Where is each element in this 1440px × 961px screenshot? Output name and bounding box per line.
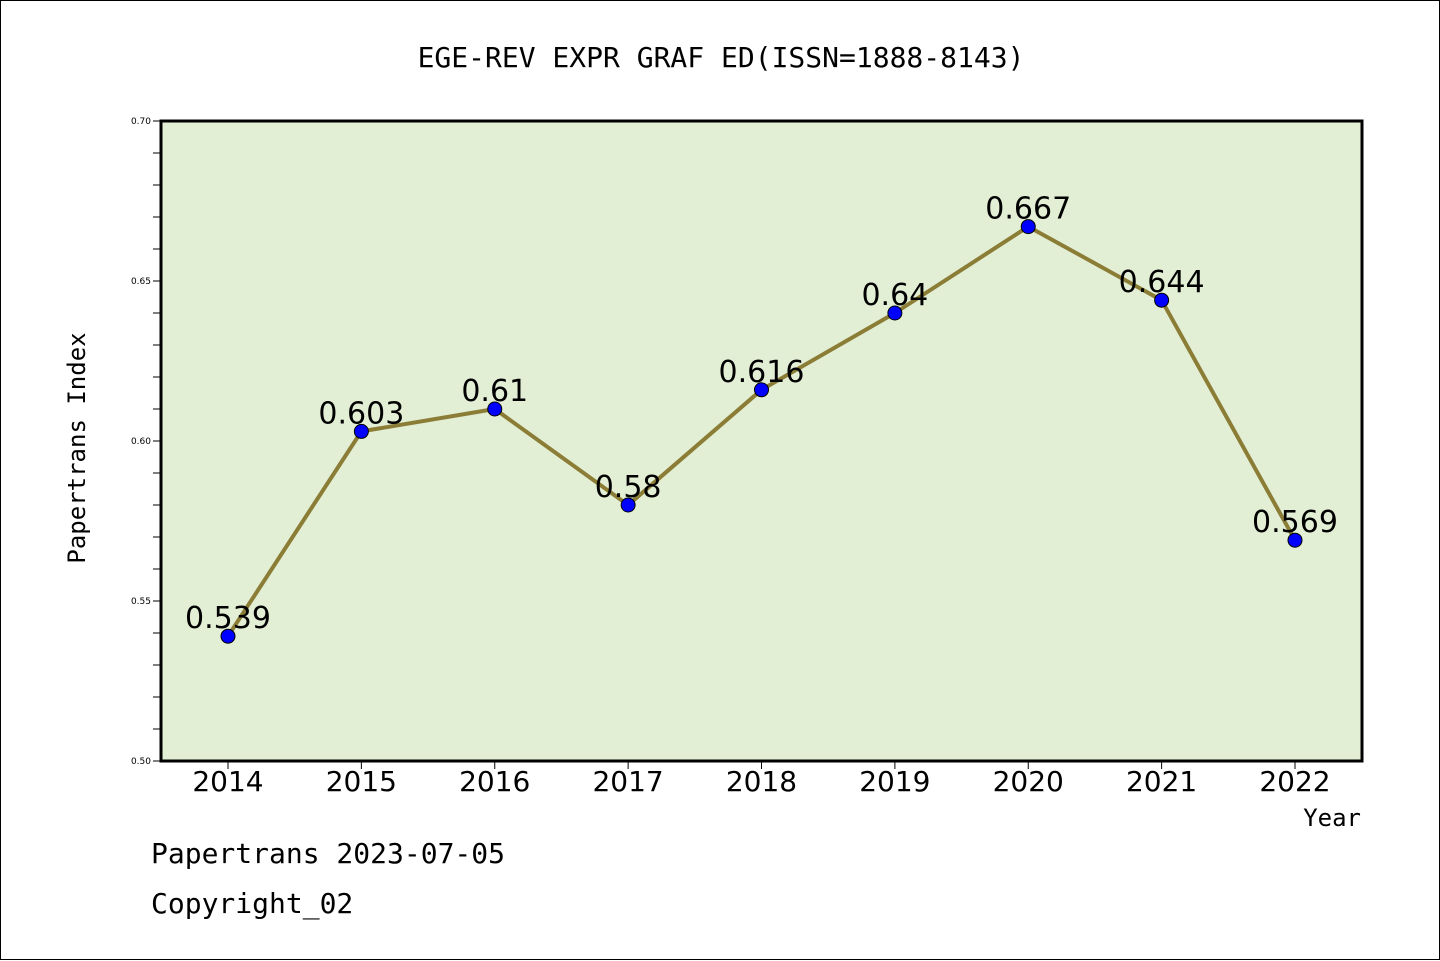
y-axis: 0.50 0.55 0.60 0.65 0.70	[131, 117, 161, 767]
data-point	[487, 401, 503, 417]
data-label: 0.539	[185, 601, 271, 636]
data-label: 0.644	[1119, 265, 1205, 300]
x-axis-label: Year	[1303, 804, 1361, 832]
data-point	[1287, 532, 1303, 548]
data-label: 0.64	[861, 278, 928, 313]
footer-copyright-text: Copyright_02	[151, 887, 354, 920]
data-point	[1020, 219, 1036, 235]
x-tick-label: 2015	[326, 765, 397, 798]
x-tick-label: 2019	[859, 765, 930, 798]
data-point	[353, 423, 369, 439]
x-tick-label: 2014	[192, 765, 263, 798]
footer-date-text: Papertrans 2023-07-05	[151, 837, 506, 870]
y-tick-label: 0.70	[131, 117, 151, 127]
y-tick-label: 0.65	[131, 277, 151, 287]
data-label: 0.667	[985, 192, 1071, 227]
chart-title: EGE-REV EXPR GRAF ED(ISSN=1888-8143)	[418, 41, 1025, 74]
data-label: 0.616	[719, 355, 805, 390]
x-tick-label: 2022	[1259, 765, 1330, 798]
series-line-group	[220, 219, 1303, 644]
data-point	[887, 305, 903, 321]
y-tick-label: 0.55	[131, 597, 151, 607]
data-label: 0.603	[318, 396, 404, 431]
x-tick-label: 2017	[592, 765, 663, 798]
y-tick-label: 0.60	[131, 437, 151, 447]
y-axis-label: Papertrans Index	[63, 332, 91, 563]
plot-area	[159, 119, 1364, 763]
data-label: 0.58	[595, 470, 662, 505]
data-point	[220, 628, 236, 644]
data-labels-group: 0.539 0.603 0.61 0.58 0.616 0.64 0.667 0.644 0.5…	[185, 192, 1338, 637]
data-point	[1154, 292, 1170, 308]
data-label: 0.61	[461, 374, 528, 409]
y-tick-label: 0.50	[131, 757, 151, 767]
x-tick-label: 2016	[459, 765, 530, 798]
data-label: 0.569	[1252, 505, 1338, 540]
x-axis: 2014 2015 2016 2017 2018 2019 2020 2021 2022	[192, 761, 1331, 798]
x-tick-label: 2021	[1126, 765, 1197, 798]
data-point	[620, 497, 636, 513]
x-tick-label: 2018	[726, 765, 797, 798]
x-tick-label: 2020	[993, 765, 1064, 798]
data-point	[754, 382, 769, 398]
